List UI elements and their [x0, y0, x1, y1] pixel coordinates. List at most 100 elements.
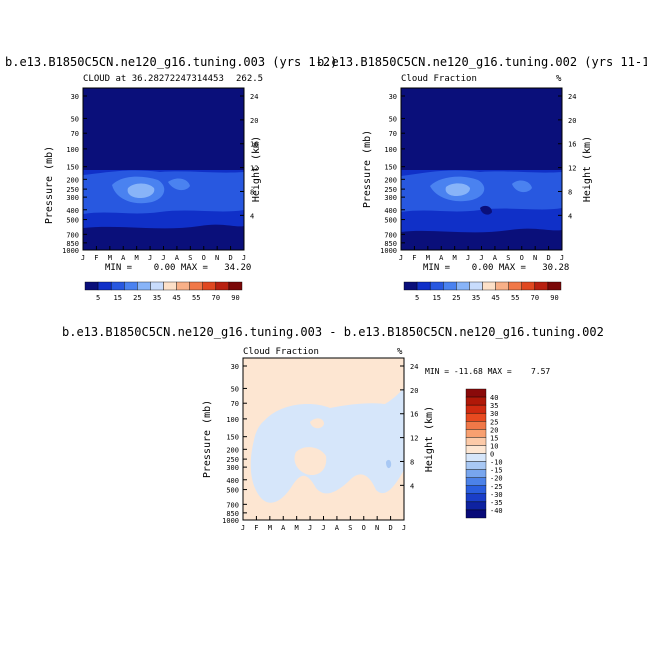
height-tick-label: 20 — [568, 117, 576, 125]
month-tick-label: J — [402, 524, 406, 532]
colorbar-swatch — [465, 461, 487, 470]
pressure-tick-label: 1000 — [380, 247, 397, 255]
colorbar-swatch — [465, 396, 487, 406]
month-tick-label: O — [362, 524, 366, 532]
colorbar-swatch — [465, 485, 487, 495]
colorbar-label: -20 — [490, 475, 503, 483]
pressure-tick-label: 70 — [389, 130, 397, 138]
height-tick-label: 4 — [410, 482, 414, 490]
colorbar-label: 45 — [491, 294, 499, 302]
height-tick-label: 12 — [250, 165, 258, 173]
pressure-tick-label: 100 — [384, 146, 397, 154]
colorbar-label: 40 — [490, 394, 498, 402]
colorbar-swatch — [429, 281, 444, 291]
pressure-tick-label: 400 — [66, 207, 79, 215]
colorbar-swatch — [456, 281, 470, 291]
month-tick-label: S — [188, 254, 192, 262]
month-tick-label: N — [215, 254, 219, 262]
colorbar-label: 45 — [172, 294, 180, 302]
panel-1-height-ticks: 24 20 16 12 8 4 — [240, 93, 258, 220]
panel-2: b.e13.B1850C5CN.ne120_g16.tuning.002 (yr… — [317, 55, 647, 273]
panel-2-y-label: Pressure (mb) — [362, 130, 373, 208]
colorbar-swatch — [202, 281, 217, 291]
height-tick-label: 16 — [410, 411, 418, 419]
panel-1-title: b.e13.B1850C5CN.ne120_g16.tuning.003 (yr… — [5, 55, 337, 69]
colorbar-swatch — [534, 281, 549, 291]
colorbar-label: 15 — [113, 294, 121, 302]
height-tick-label: 8 — [568, 188, 572, 196]
pressure-tick-label: 700 — [384, 231, 397, 239]
panel-2-secondary-maximum — [512, 180, 532, 193]
colorbar-label: 10 — [490, 442, 498, 450]
pressure-tick-label: 300 — [384, 194, 397, 202]
month-tick-label: F — [94, 254, 98, 262]
panel-2-title: b.e13.B1850C5CN.ne120_g16.tuning.002 (yr… — [317, 55, 647, 69]
colorbar-label: 35 — [490, 402, 498, 410]
colorbar-swatch — [482, 281, 496, 291]
pressure-tick-label: 250 — [384, 186, 397, 194]
pressure-tick-label: 70 — [71, 130, 79, 138]
panel-1-y-label: Pressure (mb) — [44, 146, 55, 224]
month-tick-label: F — [254, 524, 258, 532]
colorbar-swatch — [465, 453, 487, 462]
pressure-tick-label: 850 — [66, 240, 79, 248]
panel-2-lower-dark — [401, 228, 562, 250]
height-tick-label: 16 — [250, 141, 258, 149]
month-tick-label: A — [493, 254, 498, 262]
pressure-tick-label: 300 — [66, 194, 79, 202]
pressure-tick-label: 50 — [71, 115, 79, 123]
height-tick-label: 12 — [568, 165, 576, 173]
pressure-tick-label: 100 — [226, 416, 239, 424]
colorbar-swatch — [465, 404, 487, 414]
colorbar-swatch — [495, 281, 509, 291]
colorbar-swatch — [465, 437, 487, 446]
colorbar-swatch — [443, 281, 457, 291]
pressure-tick-label: 700 — [66, 231, 79, 239]
month-tick-label: J — [399, 254, 403, 262]
pressure-tick-label: 100 — [66, 146, 79, 154]
colorbar-panel-2: 5 15 25 35 45 55 70 90 — [403, 281, 562, 302]
colorbar-swatch — [465, 469, 487, 478]
colorbar-swatch — [465, 412, 487, 422]
pressure-tick-label: 300 — [226, 464, 239, 472]
colorbar-label: 30 — [490, 410, 498, 418]
month-tick-label: S — [506, 254, 510, 262]
colorbar-swatch — [465, 509, 487, 519]
colorbar-swatch — [469, 281, 483, 291]
panel-3: b.e13.B1850C5CN.ne120_g16.tuning.003 - b… — [62, 325, 604, 532]
colorbar-label: 20 — [490, 426, 498, 434]
colorbar-label: 70 — [531, 294, 539, 302]
panel-1-lower-dark — [83, 224, 244, 250]
month-tick-label: J — [161, 254, 165, 262]
pressure-tick-label: 150 — [66, 164, 79, 172]
panel-3-units: % — [397, 347, 403, 357]
panel-1-y2-label: Height (km) — [251, 136, 262, 202]
colorbar-swatch — [465, 388, 487, 398]
month-tick-label: J — [560, 254, 564, 262]
pressure-tick-label: 50 — [231, 385, 239, 393]
colorbar-label: 25 — [452, 294, 460, 302]
panel-3-height-ticks: 24 20 16 12 8 4 — [400, 363, 418, 490]
colorbar-label: 90 — [231, 294, 239, 302]
month-tick-label: M — [453, 254, 457, 262]
pressure-tick-label: 500 — [226, 487, 239, 495]
colorbar-swatch — [465, 477, 487, 486]
colorbar-label: -25 — [490, 483, 503, 491]
month-tick-label: M — [108, 254, 112, 262]
pressure-tick-label: 1000 — [62, 247, 79, 255]
colorbar-swatch — [150, 281, 164, 291]
colorbar-label: 55 — [192, 294, 200, 302]
colorbar-swatch — [124, 281, 138, 291]
panel-2-subtitle: Cloud Fraction — [401, 74, 477, 84]
panel-2-dark-spot — [480, 205, 492, 215]
height-tick-label: 8 — [410, 458, 414, 466]
height-tick-label: 24 — [568, 93, 576, 101]
colorbar-swatch — [547, 281, 562, 291]
panel-1: b.e13.B1850C5CN.ne120_g16.tuning.003 (yr… — [5, 55, 337, 273]
colorbar-label: 90 — [550, 294, 558, 302]
